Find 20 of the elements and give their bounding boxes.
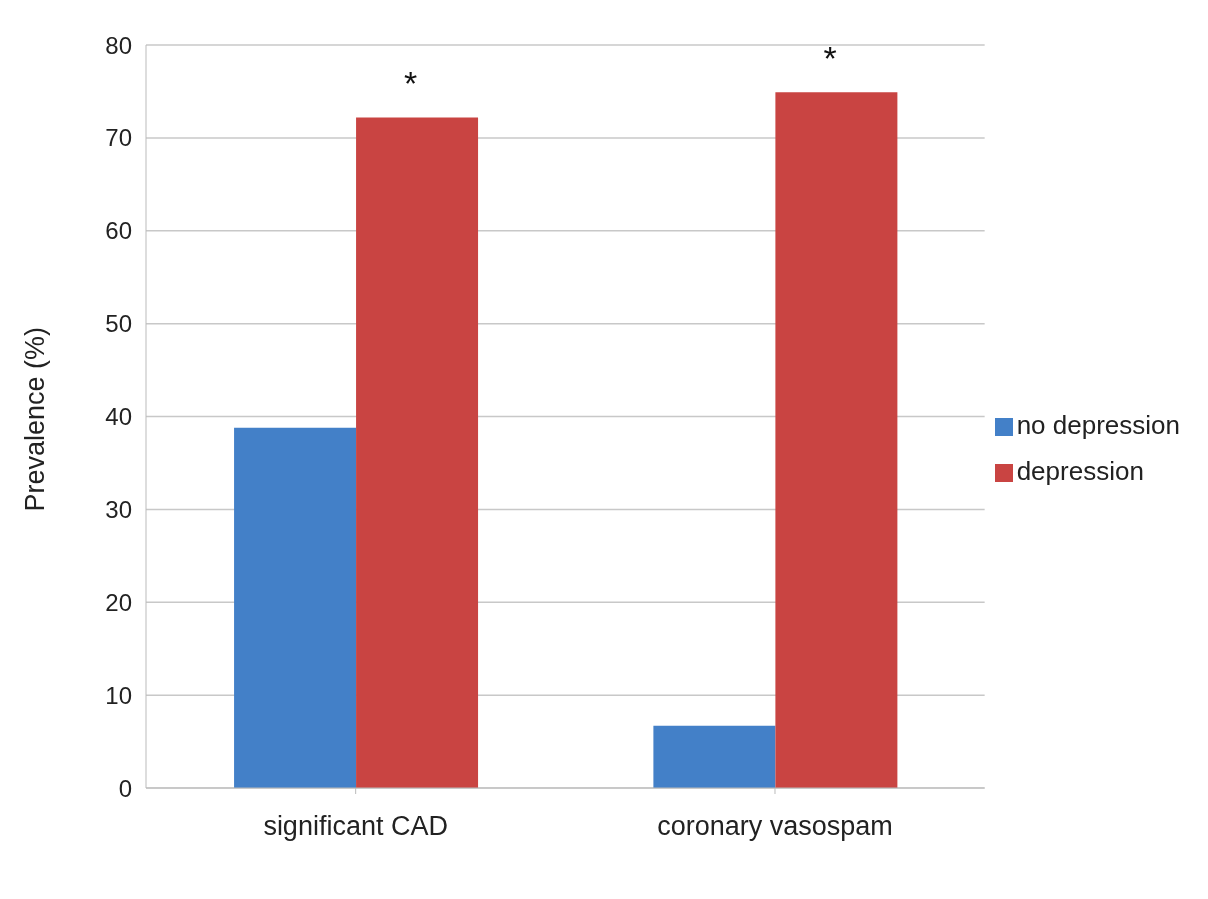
x-tick-label: coronary vasospam bbox=[657, 811, 893, 842]
bar bbox=[653, 725, 776, 788]
y-axis-title: Prevalence (%) bbox=[19, 326, 50, 512]
y-tick-label: 30 bbox=[105, 495, 132, 523]
y-tick-label: 10 bbox=[105, 681, 132, 709]
annotation: * bbox=[823, 39, 837, 78]
legend-label: depression bbox=[1016, 456, 1144, 486]
y-tick-label: 70 bbox=[105, 124, 132, 152]
y-tick-label: 20 bbox=[105, 588, 132, 616]
bar bbox=[356, 117, 479, 788]
y-tick-label: 80 bbox=[105, 31, 132, 59]
y-tick-label: 40 bbox=[105, 403, 132, 431]
y-tick-label: 0 bbox=[118, 774, 132, 802]
y-tick-label: 50 bbox=[105, 310, 132, 338]
x-tick-label: significant CAD bbox=[263, 811, 448, 842]
bar bbox=[775, 92, 898, 788]
annotation: * bbox=[404, 64, 418, 103]
legend-label: no depression bbox=[1016, 410, 1180, 440]
y-tick-label: 60 bbox=[105, 217, 132, 245]
bar bbox=[234, 427, 357, 788]
